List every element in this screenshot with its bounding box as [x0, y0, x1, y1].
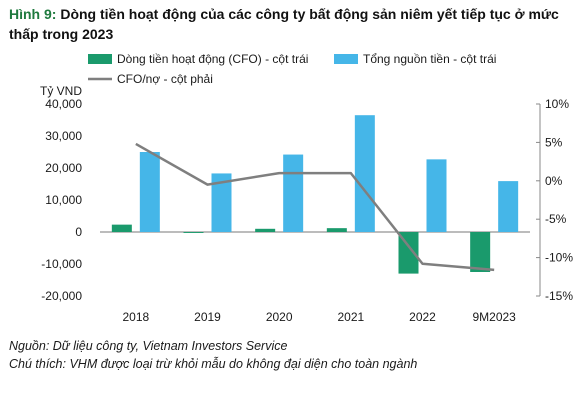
chart-legend: Dòng tiền hoạt động (CFO) - cột trái Tổng…: [88, 52, 496, 86]
chart-line: [135, 142, 495, 272]
legend-label-total: Tổng nguồn tiền - cột trái: [363, 52, 496, 66]
source-note: Nguồn: Dữ liệu công ty, Vietnam Investor…: [9, 339, 288, 353]
left-tick-label: 10,000: [45, 193, 82, 207]
right-tick-label: 0%: [545, 174, 563, 188]
right-tick-label: 10%: [545, 97, 569, 111]
left-tick-label: -10,000: [41, 257, 82, 271]
x-tick-label: 2021: [337, 310, 364, 324]
legend-label-ratio: CFO/nợ - cột phải: [117, 72, 213, 86]
legend-label-cfo: Dòng tiền hoạt động (CFO) - cột trái: [117, 52, 308, 66]
bar-total: [426, 159, 447, 232]
right-tick-label: -15%: [545, 289, 573, 303]
right-tick-label: -5%: [545, 212, 567, 226]
legend-swatch-cfo: [88, 54, 112, 64]
bar-total: [354, 115, 375, 232]
x-tick-label: 2019: [194, 310, 221, 324]
left-tick-label: 30,000: [45, 129, 82, 143]
line-cfo-debt-ratio: [135, 142, 495, 272]
figure-title-text: Dòng tiền hoạt động của các công ty bất …: [9, 6, 559, 42]
bar-total: [283, 154, 304, 232]
bar-cfo: [326, 228, 347, 232]
x-axis-labels: 2018 2019 2020 2021 2022 9M2023: [122, 310, 516, 324]
right-tick-label: 5%: [545, 135, 563, 149]
bar-cfo: [111, 224, 132, 232]
x-tick-label: 2022: [409, 310, 436, 324]
x-tick-label: 2018: [122, 310, 149, 324]
left-tick-label: 0: [75, 225, 82, 239]
figure-label: Hình 9:: [9, 6, 57, 22]
x-tick-label: 2020: [266, 310, 293, 324]
left-tick-label: 20,000: [45, 161, 82, 175]
bar-cfo: [183, 232, 204, 233]
bar-total: [211, 173, 232, 232]
left-tick-label: 40,000: [45, 97, 82, 111]
x-tick-label: 9M2023: [472, 310, 516, 324]
caption-note: Chú thích: VHM được loại trừ khỏi mẫu do…: [9, 357, 418, 371]
left-axis-unit: Tỷ VND: [40, 84, 82, 98]
left-tick-label: -20,000: [41, 289, 82, 303]
bar-total: [498, 181, 519, 232]
figure-title: Hình 9: Dòng tiền hoạt động của các công…: [9, 4, 579, 44]
bar-cfo: [470, 232, 491, 272]
bar-total: [139, 152, 160, 232]
bar-cfo: [255, 228, 276, 232]
right-tick-label: -10%: [545, 251, 573, 265]
chart-bars: [111, 115, 519, 274]
bar-cfo: [398, 232, 419, 274]
legend-swatch-total: [334, 54, 358, 64]
